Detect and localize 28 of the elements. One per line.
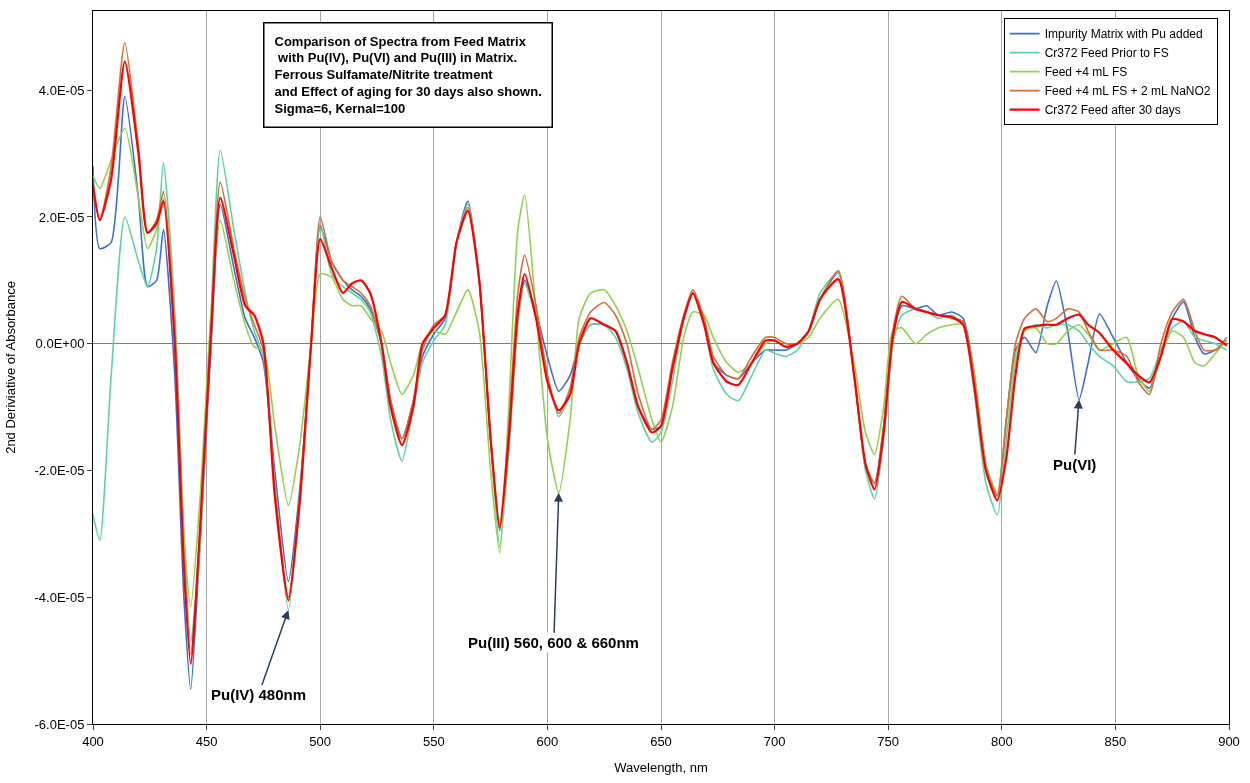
y-tick-label: 2.0E-05 — [38, 209, 85, 225]
x-tick-label: 750 — [877, 733, 900, 749]
x-tick-label: 450 — [195, 733, 218, 749]
x-tick-label: 850 — [1104, 733, 1127, 749]
y-tick-label: -2.0E-05 — [34, 463, 85, 479]
x-tick-label: 650 — [650, 733, 672, 749]
y-tick-label: -4.0E-05 — [34, 589, 85, 605]
y-tick-label: -6.0E-05 — [34, 716, 85, 732]
x-tick-label: 500 — [309, 733, 332, 749]
x-tick-label: 600 — [536, 733, 559, 749]
legend-label: Cr372 Feed Prior to FS — [1044, 46, 1169, 61]
y-tick-label: 4.0E-05 — [38, 82, 85, 98]
legend-label: Feed +4 mL FS — [1044, 65, 1128, 80]
x-tick-label: 800 — [990, 733, 1013, 749]
annotation: Pu(VI) — [1053, 456, 1097, 473]
legend-label: Feed +4 mL FS + 2 mL NaNO2 — [1044, 84, 1211, 99]
x-tick-label: 550 — [422, 733, 445, 749]
y-axis-title: 2nd Deriviative of Absorbance — [3, 281, 19, 454]
x-tick-label: 900 — [1218, 733, 1240, 749]
x-tick-label: 400 — [82, 733, 104, 749]
y-tick-label: 0.0E+00 — [35, 336, 85, 352]
annotation: Comparison of Spectra from Feed Matrix with Pu(IV), Pu(VI) and Pu(III) in Matrix. Ferrous Sulfamate/Nitrite treatment and Effect of aging for 30 days also shown. Sigma=6, Kernal=100 — [274, 33, 542, 117]
legend-label: Cr372 Feed after 30 days — [1044, 103, 1181, 118]
annotation: Pu(IV) 480nm — [211, 686, 307, 703]
legend-label: Impurity Matrix with Pu added — [1044, 27, 1203, 42]
x-axis-title: Wavelength, nm — [614, 760, 708, 776]
annotation: Pu(III) 560, 600 & 660nm — [468, 634, 639, 651]
x-tick-label: 700 — [763, 733, 786, 749]
